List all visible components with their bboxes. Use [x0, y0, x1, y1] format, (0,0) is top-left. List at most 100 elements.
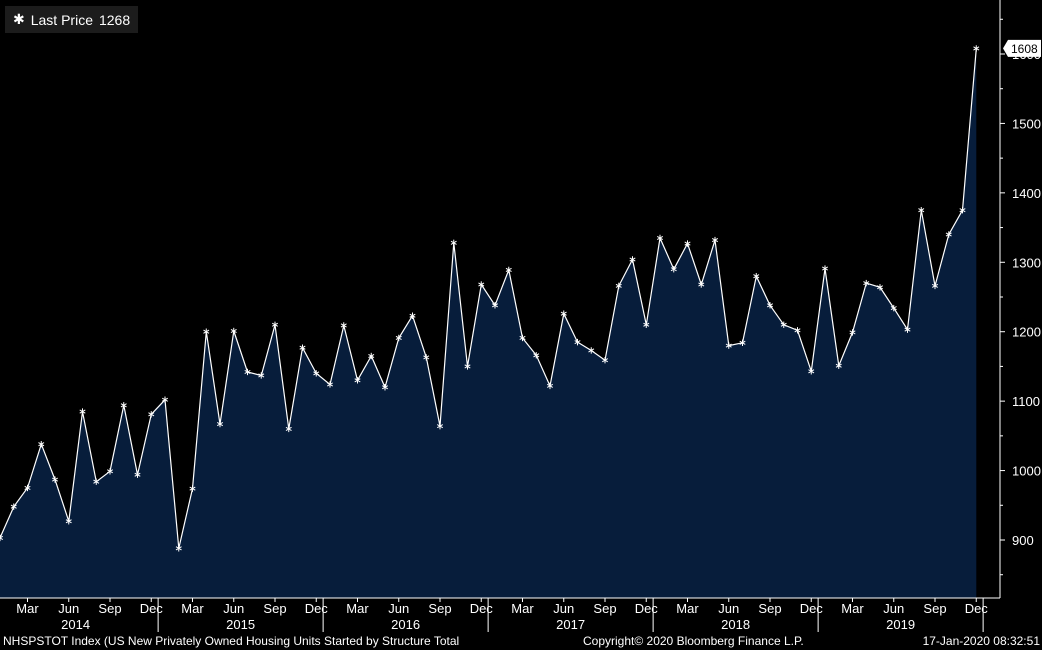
x-tick-label: Jun: [553, 601, 574, 616]
x-tick-label: Jun: [58, 601, 79, 616]
x-tick-label: Sep: [428, 601, 451, 616]
y-tick-label: 1400: [1012, 186, 1041, 201]
data-point: [739, 339, 746, 347]
data-point: [711, 236, 719, 244]
x-tick-label: Jun: [718, 601, 739, 616]
data-point: [629, 256, 636, 263]
x-year-label: 2016: [391, 617, 420, 632]
x-tick-label: Dec: [140, 601, 164, 616]
last-value-label: 1608: [1011, 42, 1038, 56]
data-point: [615, 282, 622, 290]
data-point: [10, 503, 17, 510]
data-point: [560, 310, 567, 317]
data-point: [643, 321, 650, 328]
x-tick-label: Sep: [593, 601, 616, 616]
x-tick-label: Mar: [841, 601, 864, 616]
data-point: [175, 545, 182, 552]
y-tick-label: 1500: [1012, 116, 1041, 131]
data-point: [148, 411, 155, 418]
data-point: [753, 272, 760, 280]
y-tick-label: 1100: [1012, 394, 1040, 409]
data-point: [849, 329, 856, 336]
x-tick-label: Jun: [388, 601, 409, 616]
legend-label: Last Price: [30, 11, 93, 28]
x-tick-label: Sep: [923, 601, 946, 616]
x-axis-ticks: Mar Jun Sep Dec Mar Jun Sep Dec Mar Jun Sep Dec Mar J…: [16, 598, 988, 632]
data-point: [354, 377, 361, 384]
data-point: [863, 279, 870, 287]
legend-value: 1268: [98, 11, 131, 28]
data-point: [313, 370, 320, 377]
x-tick-label: Sep: [758, 601, 781, 616]
data-point: [423, 354, 430, 361]
data-point: [436, 422, 444, 430]
x-tick-label: Mar: [181, 601, 204, 616]
data-point: [0, 534, 4, 542]
data-point: [821, 265, 829, 272]
x-tick-label: Mar: [511, 601, 534, 616]
data-point: [38, 440, 45, 448]
data-point: [464, 363, 471, 370]
data-point: [588, 347, 595, 354]
y-tick-label: 1200: [1012, 325, 1041, 340]
data-point: [395, 334, 402, 342]
data-point: [65, 518, 72, 525]
data-point: [450, 239, 457, 247]
data-point: [258, 372, 265, 379]
data-point: [670, 266, 677, 273]
data-point: [876, 284, 884, 291]
y-tick-label: 1000: [1012, 464, 1041, 479]
data-point: [79, 408, 86, 415]
data-point: [890, 304, 897, 312]
data-point: [519, 334, 526, 342]
data-point: [835, 362, 842, 369]
data-point: [973, 45, 980, 52]
data-point: [285, 425, 292, 433]
data-point: [134, 471, 141, 478]
series-markers: [0, 45, 980, 552]
data-point: [93, 478, 100, 485]
y-tick-label: 900: [1012, 533, 1034, 548]
x-tick-label: Mar: [16, 601, 39, 616]
data-point: [505, 266, 512, 274]
data-point: [794, 327, 801, 334]
data-point: [491, 302, 499, 309]
data-point: [546, 382, 554, 390]
x-tick-label: Sep: [263, 601, 286, 616]
data-point: [904, 326, 911, 333]
x-tick-label: Jun: [883, 601, 904, 616]
data-point: [120, 402, 127, 409]
data-point: [725, 342, 732, 349]
footer-copyright: Copyright© 2020 Bloomberg Finance L.P.: [583, 634, 804, 648]
series-line: [0, 48, 977, 549]
data-point: [271, 321, 279, 328]
data-point: [189, 485, 196, 492]
x-tick-label: Jun: [223, 601, 244, 616]
data-point: [698, 281, 705, 288]
x-year-label: 2019: [886, 617, 915, 632]
data-point: [340, 322, 347, 329]
data-point: [959, 207, 966, 214]
x-year-label: 2018: [721, 617, 750, 632]
data-point: [656, 234, 664, 242]
data-point: [780, 321, 787, 328]
x-tick-label: Dec: [635, 601, 659, 616]
data-point: [24, 484, 31, 492]
data-point: [918, 207, 925, 214]
data-point: [244, 368, 251, 376]
x-tick-label: Sep: [98, 601, 121, 616]
last-value-box: [1003, 39, 1041, 57]
data-point: [945, 231, 952, 238]
x-tick-label: Mar: [346, 601, 369, 616]
x-tick-label: Mar: [676, 601, 699, 616]
last-value-tag: 1608: [1003, 39, 1041, 57]
data-point: [326, 381, 334, 388]
data-point: [230, 327, 237, 335]
x-tick-label: Dec: [965, 601, 989, 616]
data-point: [533, 352, 540, 359]
series-area-fill: [0, 48, 977, 598]
data-point: [106, 468, 114, 475]
asterisk-icon: ✱: [13, 11, 25, 27]
data-point: [574, 338, 581, 346]
data-point: [368, 352, 375, 360]
